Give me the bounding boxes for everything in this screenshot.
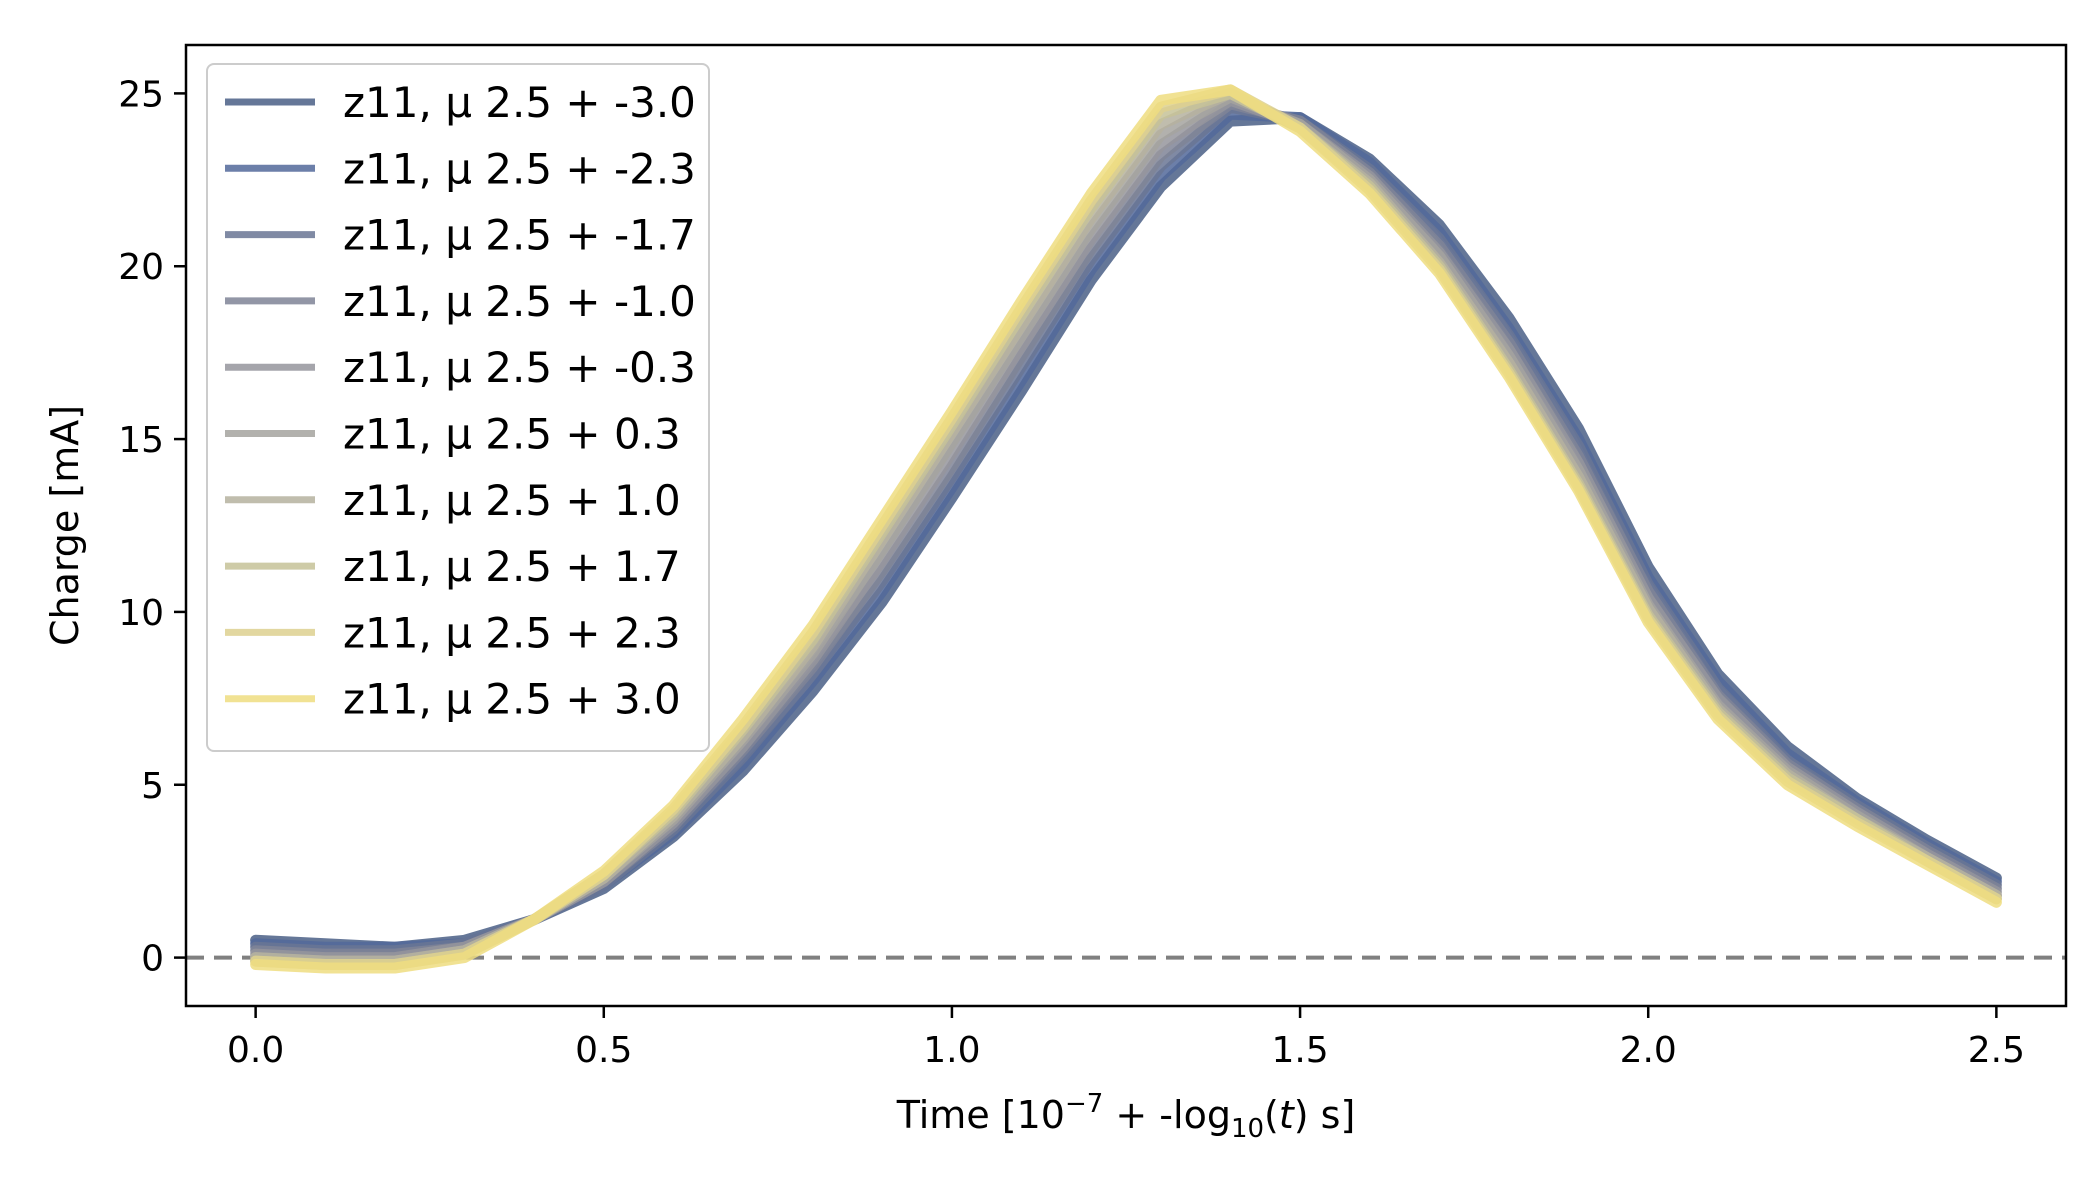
y-tick-label: 0: [141, 939, 164, 980]
legend-label-5: z11, μ 2.5 + -0.3: [343, 343, 696, 392]
legend-label-2: z11, μ 2.5 + -2.3: [343, 144, 696, 193]
x-tick-label: 0.0: [227, 1030, 284, 1071]
x-tick-label: 0.5: [575, 1030, 632, 1071]
legend-label-1: z11, μ 2.5 + -3.0: [343, 78, 696, 127]
legend-label-3: z11, μ 2.5 + -1.7: [343, 211, 696, 260]
legend-label-8: z11, μ 2.5 + 1.7: [343, 542, 681, 591]
x-tick-label: 2.5: [1968, 1030, 2025, 1071]
y-tick-label: 25: [118, 74, 164, 115]
y-tick-label: 5: [141, 766, 164, 807]
legend-label-4: z11, μ 2.5 + -1.0: [343, 277, 696, 326]
x-axis-label-middle: + -log: [1103, 1093, 1231, 1137]
y-tick-label: 20: [118, 247, 164, 288]
axes-frame: [184, 43, 2068, 1008]
x-axis-label-prefix: Time [10: [896, 1093, 1065, 1137]
legend: z11, μ 2.5 + -3.0 z11, μ 2.5 + -2.3 z11, μ…: [206, 63, 710, 752]
y-tick-label: 10: [118, 593, 164, 634]
x-axis-label-subscript: 10: [1231, 1114, 1264, 1144]
x-tick-label: 2.0: [1620, 1030, 1677, 1071]
x-axis-label-variable: t: [1279, 1093, 1296, 1137]
x-tick-label: 1.5: [1271, 1030, 1328, 1071]
legend-label-10: z11, μ 2.5 + 3.0: [343, 675, 681, 724]
x-tick-label: 1.0: [923, 1030, 980, 1071]
legend-label-7: z11, μ 2.5 + 1.0: [343, 476, 681, 525]
x-axis-label-suffix: ) s]: [1294, 1093, 1356, 1137]
legend-label-9: z11, μ 2.5 + 2.3: [343, 608, 681, 657]
y-axis-label: Charge [mA]: [43, 405, 87, 646]
x-axis-label-exponent: −7: [1065, 1089, 1103, 1119]
legend-box: [206, 63, 710, 752]
legend-label-6: z11, μ 2.5 + 0.3: [343, 410, 681, 459]
y-tick-label: 15: [118, 420, 164, 461]
x-axis-label-open: (: [1264, 1093, 1279, 1137]
x-axis-label: Time [10−7 + -log10(t) s]: [896, 1089, 1356, 1144]
series-line-10: [250, 84, 2002, 974]
